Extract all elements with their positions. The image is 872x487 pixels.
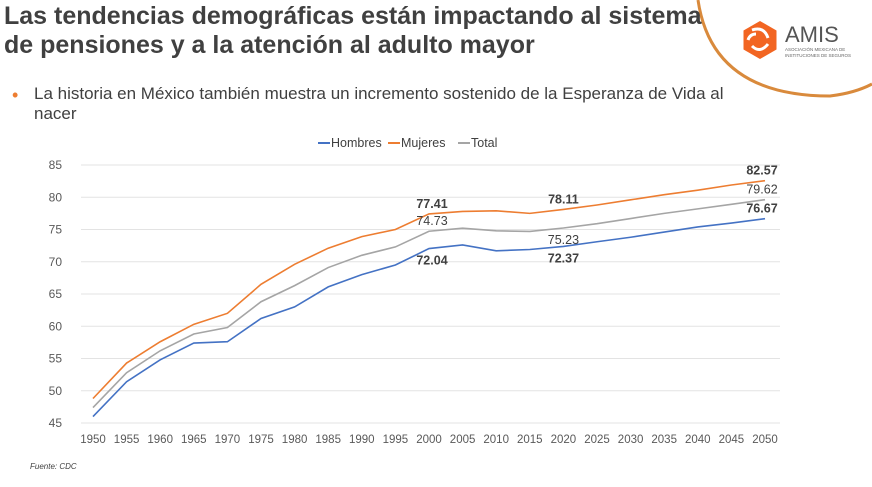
x-tick-label: 1965 (181, 434, 207, 446)
x-tick-label: 1955 (114, 434, 140, 446)
y-tick-label: 80 (49, 190, 63, 204)
x-tick-label: 2040 (685, 434, 711, 446)
x-tick-label: 2005 (450, 434, 476, 446)
legend-label: Hombres (331, 136, 382, 150)
x-tick-label: 2015 (517, 434, 543, 446)
y-tick-label: 50 (49, 384, 63, 398)
x-tick-label: 2000 (416, 434, 442, 446)
x-tick-label: 1970 (215, 434, 241, 446)
data-label: 77.41 (416, 197, 447, 211)
y-tick-label: 75 (49, 223, 63, 237)
x-tick-label: 1980 (282, 434, 308, 446)
x-tick-label: 2050 (752, 434, 778, 446)
y-tick-label: 45 (49, 416, 63, 430)
decorative-arc (696, 0, 872, 98)
svg-text:ASOCIACIÓN MEXICANA DE: ASOCIACIÓN MEXICANA DE (785, 46, 845, 52)
y-tick-label: 55 (49, 352, 63, 366)
x-tick-label: 1975 (248, 434, 274, 446)
legend-label: Total (471, 136, 497, 150)
series-line-mujeres (92, 179, 766, 400)
data-label: 72.04 (416, 254, 447, 268)
x-tick-label: 2045 (719, 434, 745, 446)
x-tick-label: 2020 (551, 434, 577, 446)
svg-text:INSTITUCIONES DE SEGUROS: INSTITUCIONES DE SEGUROS (785, 53, 851, 58)
series-line-total (92, 198, 766, 409)
y-tick-label: 70 (49, 255, 63, 269)
series-line-hombres (92, 217, 766, 418)
amis-logo: AMIS ASOCIACIÓN MEXICANA DE INSTITUCIONE… (740, 18, 870, 66)
x-tick-label: 1960 (147, 434, 173, 446)
amis-logo-icon (743, 21, 777, 59)
x-tick-label: 1950 (80, 434, 106, 446)
y-tick-label: 85 (49, 158, 63, 172)
x-tick-label: 2025 (584, 434, 610, 446)
data-label: 78.11 (548, 192, 579, 206)
x-tick-label: 1990 (349, 434, 375, 446)
bullet-text: La historia en México también muestra un… (34, 84, 724, 123)
x-tick-label: 1995 (383, 434, 409, 446)
x-tick-label: 2030 (618, 434, 644, 446)
slide-title: Las tendencias demográficas están impact… (4, 2, 702, 59)
bullet-icon: • (12, 85, 19, 105)
x-tick-label: 1985 (315, 434, 341, 446)
svg-text:AMIS: AMIS (785, 22, 839, 47)
data-label: 74.73 (416, 214, 447, 228)
legend-label: Mujeres (401, 136, 445, 150)
data-label: 82.57 (746, 164, 777, 178)
x-tick-label: 2035 (651, 434, 677, 446)
y-tick-label: 60 (49, 319, 63, 333)
data-label: 79.62 (746, 183, 777, 197)
data-label: 76.67 (746, 202, 777, 216)
y-tick-label: 65 (49, 287, 63, 301)
x-tick-label: 2010 (483, 434, 509, 446)
data-label: 75.23 (548, 233, 579, 247)
source-note: Fuente: CDC (30, 462, 77, 471)
data-label: 72.37 (548, 251, 579, 265)
